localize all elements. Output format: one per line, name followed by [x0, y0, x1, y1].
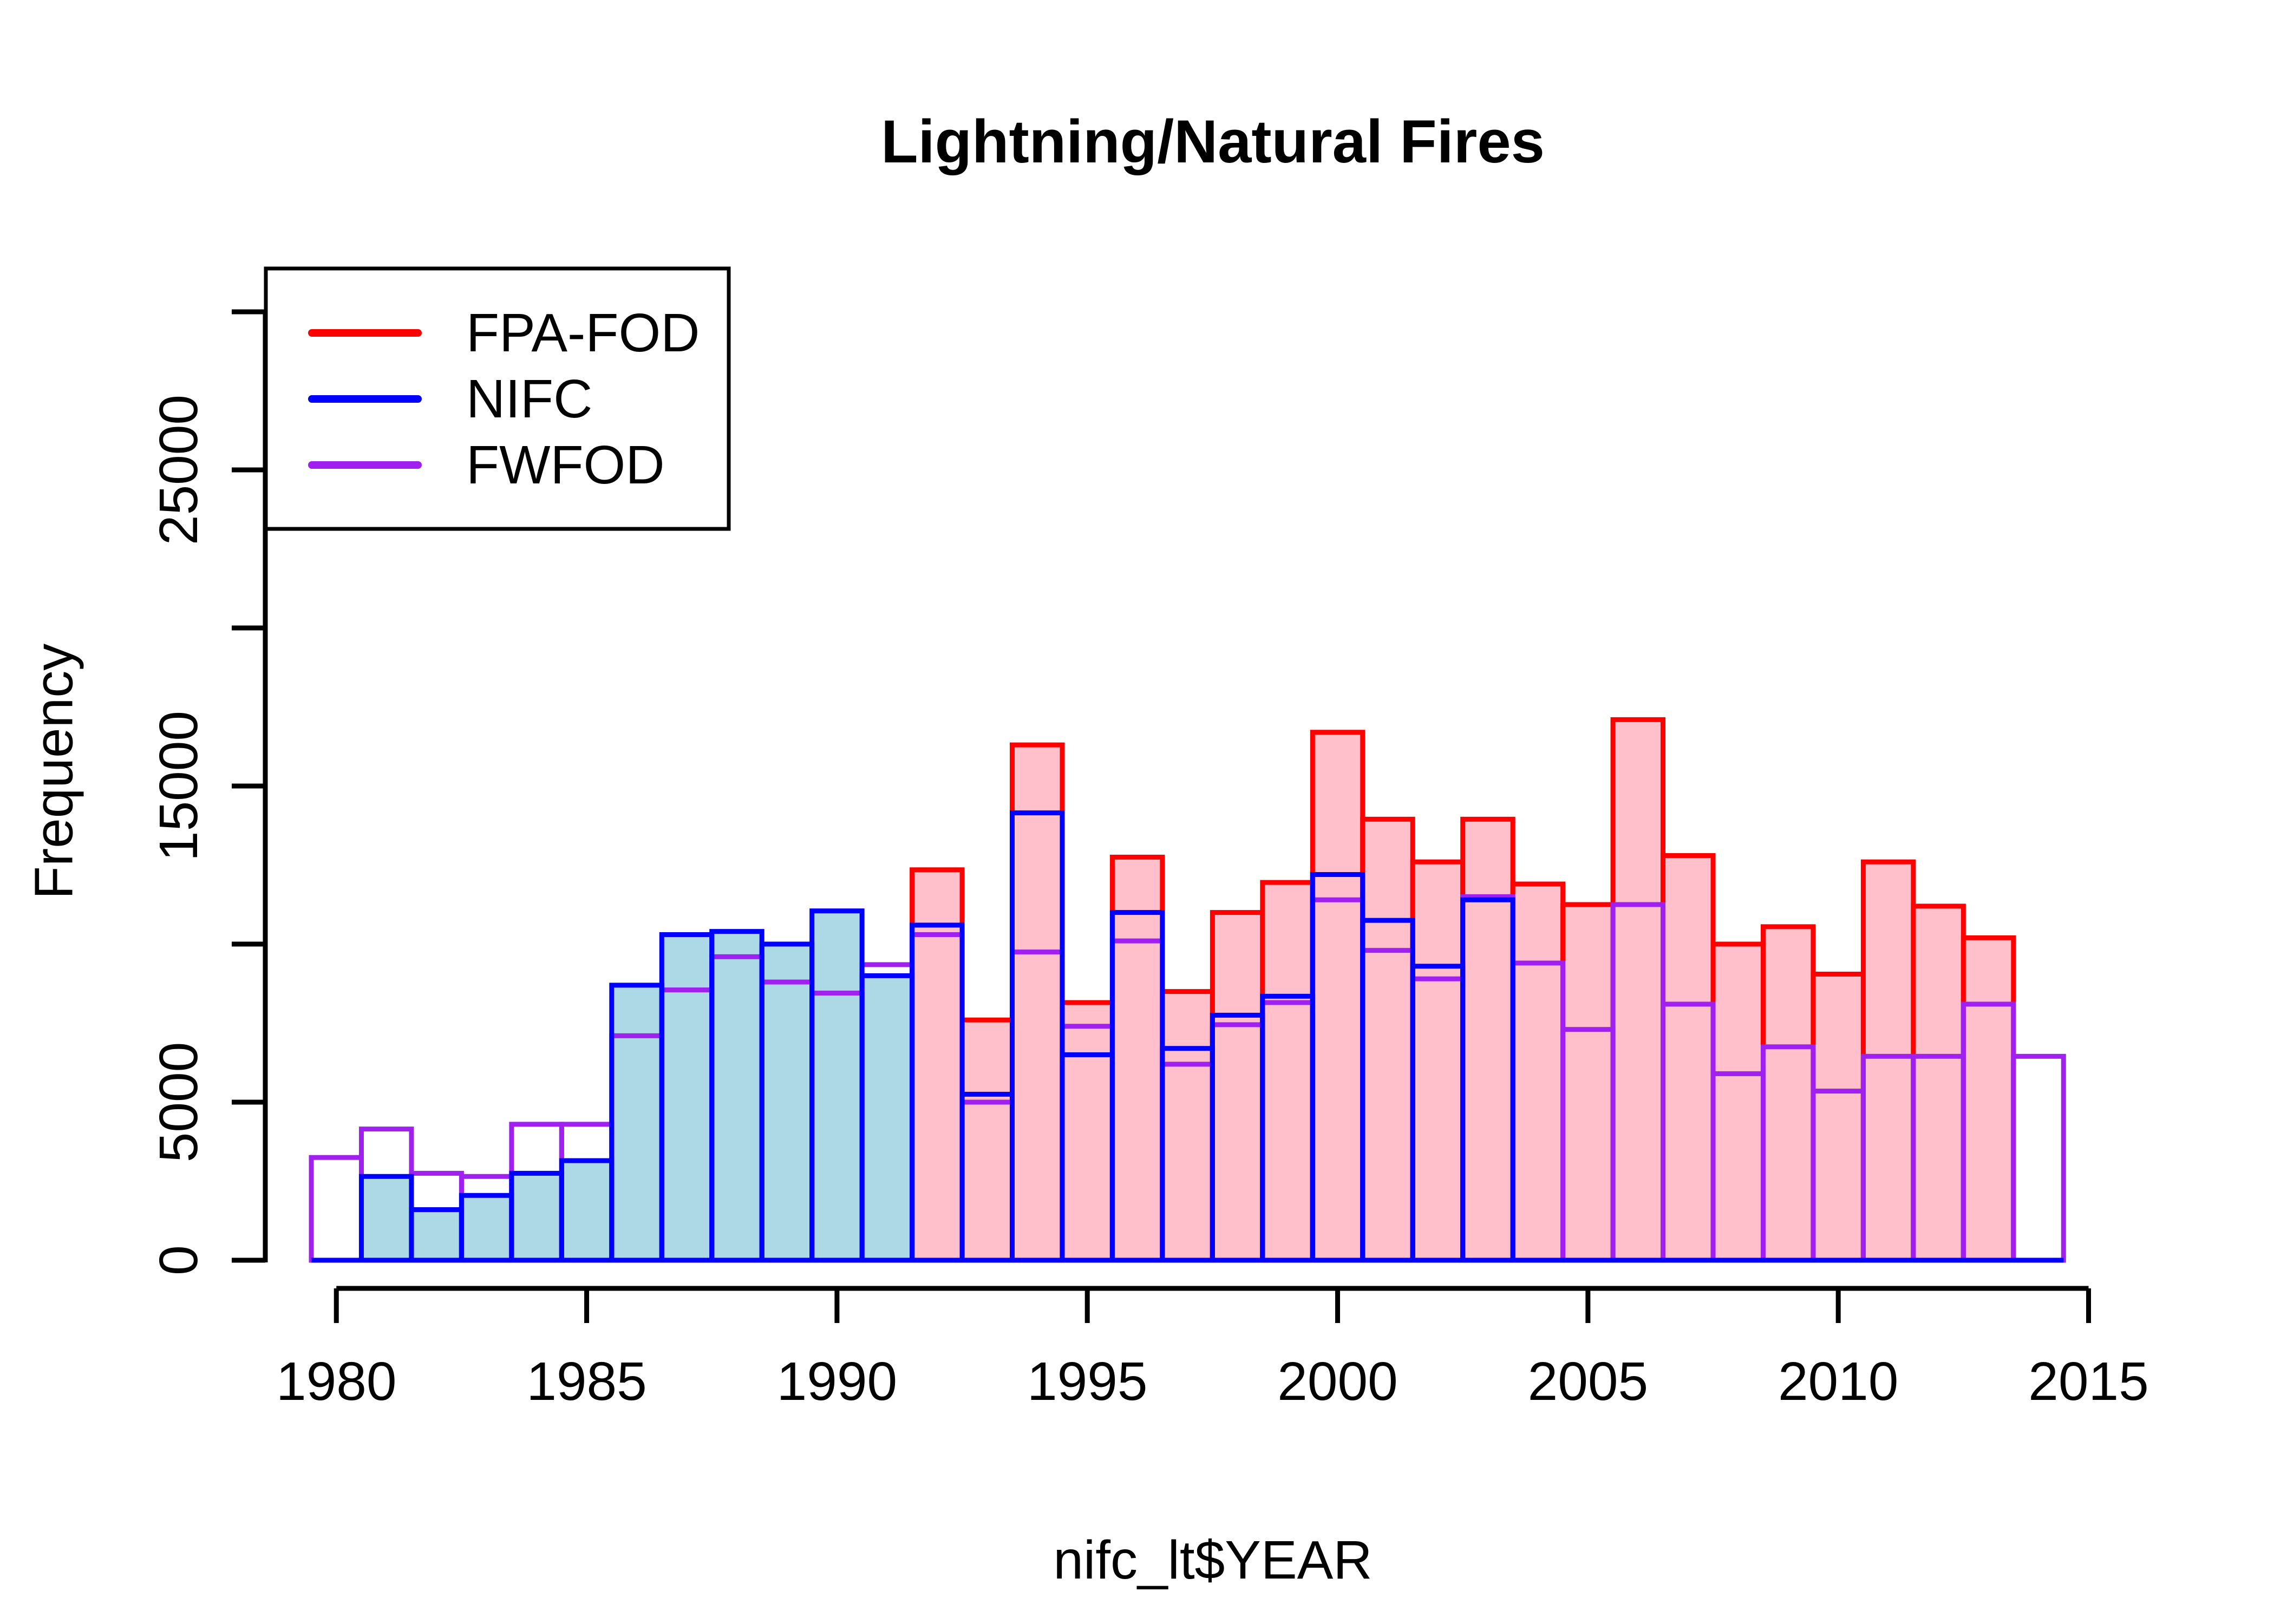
y-tick-label: 0 [148, 1245, 209, 1275]
bar-fpa-fod-1999 [1260, 880, 1315, 1263]
bar-fwfod-1980 [309, 1155, 364, 1263]
bar-fill-nifc-1991 [862, 975, 912, 1260]
bar-outline-nifc-1994 [1010, 810, 1065, 1263]
bar-fill-nifc-1986 [611, 985, 662, 1260]
bar-fpa-fod-2003 [1460, 816, 1515, 1263]
legend-label: NIFC [466, 369, 592, 429]
bar-fill-nifc-1984 [511, 1173, 562, 1260]
bar-fpa-fod-1997 [1160, 989, 1215, 1263]
bar-fpa-fod-2004 [1510, 881, 1566, 1263]
bar-fill-nifc-1981 [361, 1176, 411, 1260]
x-tick-label: 2000 [1277, 1351, 1397, 1412]
x-axis-label: nifc_lt$YEAR [1053, 1530, 1373, 1590]
bar-fpa-fod-1998 [1210, 910, 1265, 1263]
y-tick-label: 5000 [148, 1042, 209, 1162]
bar-fwfod-2014 [2011, 1053, 2066, 1263]
bar-fill-nifc-1987 [662, 934, 712, 1260]
bar-fill-nifc-1983 [461, 1195, 512, 1260]
bar-fpa-fod-1994 [1010, 742, 1065, 1263]
chart-title: Lightning/Natural Fires [881, 108, 1545, 175]
bar-fpa-fod-2009 [1760, 924, 1816, 1263]
bar-fill-nifc-1988 [711, 931, 762, 1260]
x-tick-label: 1995 [1027, 1351, 1147, 1412]
bar-fill-nifc-1990 [812, 911, 862, 1260]
bar-fpa-fod-2010 [1811, 971, 1866, 1263]
bar-fpa-fod-2005 [1560, 902, 1616, 1263]
bar-fpa-fod-2013 [1961, 935, 2016, 1263]
x-tick-label: 2005 [1528, 1351, 1648, 1412]
bar-outline-nifc-2003 [1460, 897, 1515, 1263]
bar-fpa-fod-1995 [1060, 1000, 1115, 1263]
bar-fpa-fod-1993 [959, 1017, 1015, 1263]
bar-fill-nifc-1985 [561, 1161, 612, 1260]
bar-fpa-fod-2012 [1911, 903, 1966, 1263]
bar-fpa-fod-2008 [1710, 941, 1766, 1263]
bar-fpa-fod-2006 [1610, 717, 1666, 1263]
bar-fill-nifc-1989 [762, 944, 812, 1260]
bar-fpa-fod-2000 [1310, 730, 1365, 1263]
bar-fpa-fod-2007 [1661, 853, 1716, 1263]
bar-fpa-fod-1996 [1109, 854, 1165, 1263]
x-tick-label: 1990 [777, 1351, 897, 1412]
legend-label: FPA-FOD [466, 303, 700, 363]
x-tick-label: 1985 [526, 1351, 646, 1412]
bar-fpa-fod-2011 [1860, 859, 1916, 1263]
bar-fill-nifc-1982 [411, 1209, 462, 1260]
bar-fpa-fod-1992 [910, 867, 965, 1263]
bar-fpa-fod-2002 [1410, 859, 1466, 1263]
bar-fpa-fod-2001 [1360, 816, 1415, 1263]
y-tick-label: 25000 [148, 395, 209, 545]
x-tick-label: 1980 [276, 1351, 396, 1412]
x-tick-label: 2015 [2028, 1351, 2148, 1412]
x-tick-label: 2010 [1778, 1351, 1898, 1412]
y-tick-label: 15000 [148, 711, 209, 861]
legend-label: FWFOD [466, 435, 665, 495]
